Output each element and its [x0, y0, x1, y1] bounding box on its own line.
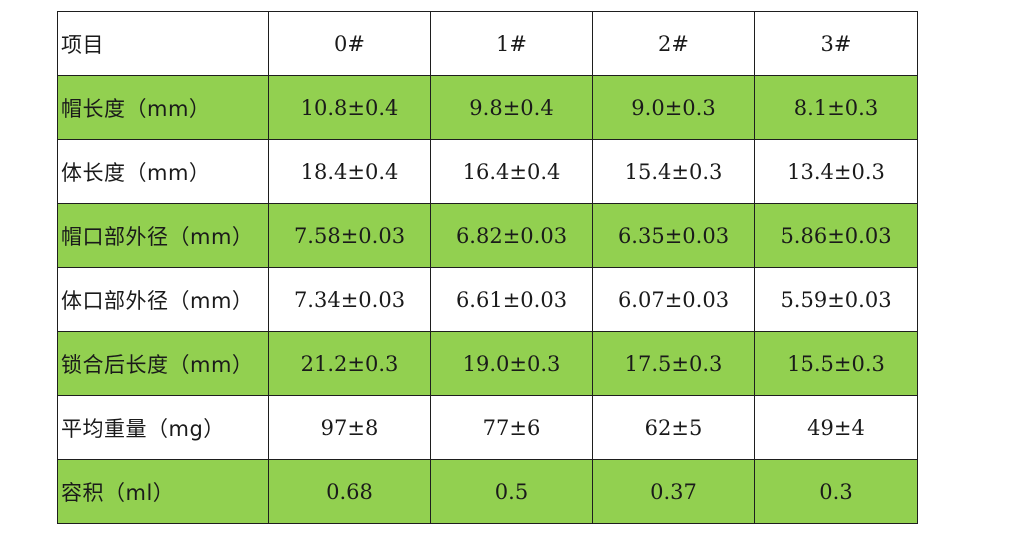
row-cap-length: 帽长度（mm） 10.8±0.4 9.8±0.4 9.0±0.3 8.1±0.3	[57, 75, 918, 140]
table-cell: 9.8±0.4	[430, 75, 593, 140]
header-row: 项目 0# 1# 2# 3#	[57, 11, 918, 76]
table-cell: 6.82±0.03	[430, 203, 593, 268]
row-cap-outer-diameter: 帽口部外径（mm） 7.58±0.03 6.82±0.03 6.35±0.03 …	[57, 203, 918, 268]
table-cell: 5.86±0.03	[754, 203, 918, 268]
table-cell: 49±4	[754, 395, 918, 460]
table-cell: 15.5±0.3	[754, 331, 918, 396]
table-cell: 7.34±0.03	[268, 267, 431, 332]
table-cell: 19.0±0.3	[430, 331, 593, 396]
table-cell: 6.35±0.03	[592, 203, 755, 268]
table-cell: 0.3	[754, 459, 918, 524]
table-cell: 7.58±0.03	[268, 203, 431, 268]
table-cell: 13.4±0.3	[754, 139, 918, 204]
table-cell: 77±6	[430, 395, 593, 460]
table-cell: 9.0±0.3	[592, 75, 755, 140]
table-cell: 16.4±0.4	[430, 139, 593, 204]
row-label: 平均重量（mg）	[57, 395, 269, 460]
table-cell: 10.8±0.4	[268, 75, 431, 140]
table-cell: 18.4±0.4	[268, 139, 431, 204]
table-cell: 6.07±0.03	[592, 267, 755, 332]
table-cell: 62±5	[592, 395, 755, 460]
header-size-3: 3#	[754, 11, 918, 76]
header-item: 项目	[57, 11, 269, 76]
row-volume: 容积（ml） 0.68 0.5 0.37 0.3	[57, 459, 918, 524]
capsule-spec-table: 项目 0# 1# 2# 3# 帽长度（mm） 10.8±0.4 9.8±0.4 …	[57, 11, 918, 524]
header-size-0: 0#	[268, 11, 431, 76]
header-size-2: 2#	[592, 11, 755, 76]
row-body-outer-diameter: 体口部外径（mm） 7.34±0.03 6.61±0.03 6.07±0.03 …	[57, 267, 918, 332]
row-label: 容积（ml）	[57, 459, 269, 524]
row-label: 帽长度（mm）	[57, 75, 269, 140]
table-cell: 17.5±0.3	[592, 331, 755, 396]
table-cell: 0.5	[430, 459, 593, 524]
row-locked-length: 锁合后长度（mm） 21.2±0.3 19.0±0.3 17.5±0.3 15.…	[57, 331, 918, 396]
table-cell: 97±8	[268, 395, 431, 460]
row-label: 锁合后长度（mm）	[57, 331, 269, 396]
row-label: 体长度（mm）	[57, 139, 269, 204]
row-label: 帽口部外径（mm）	[57, 203, 269, 268]
row-body-length: 体长度（mm） 18.4±0.4 16.4±0.4 15.4±0.3 13.4±…	[57, 139, 918, 204]
table-cell: 0.68	[268, 459, 431, 524]
table-cell: 21.2±0.3	[268, 331, 431, 396]
row-label: 体口部外径（mm）	[57, 267, 269, 332]
table-cell: 8.1±0.3	[754, 75, 918, 140]
row-average-weight: 平均重量（mg） 97±8 77±6 62±5 49±4	[57, 395, 918, 460]
table-cell: 0.37	[592, 459, 755, 524]
table-cell: 5.59±0.03	[754, 267, 918, 332]
header-size-1: 1#	[430, 11, 593, 76]
table-cell: 15.4±0.3	[592, 139, 755, 204]
table-cell: 6.61±0.03	[430, 267, 593, 332]
